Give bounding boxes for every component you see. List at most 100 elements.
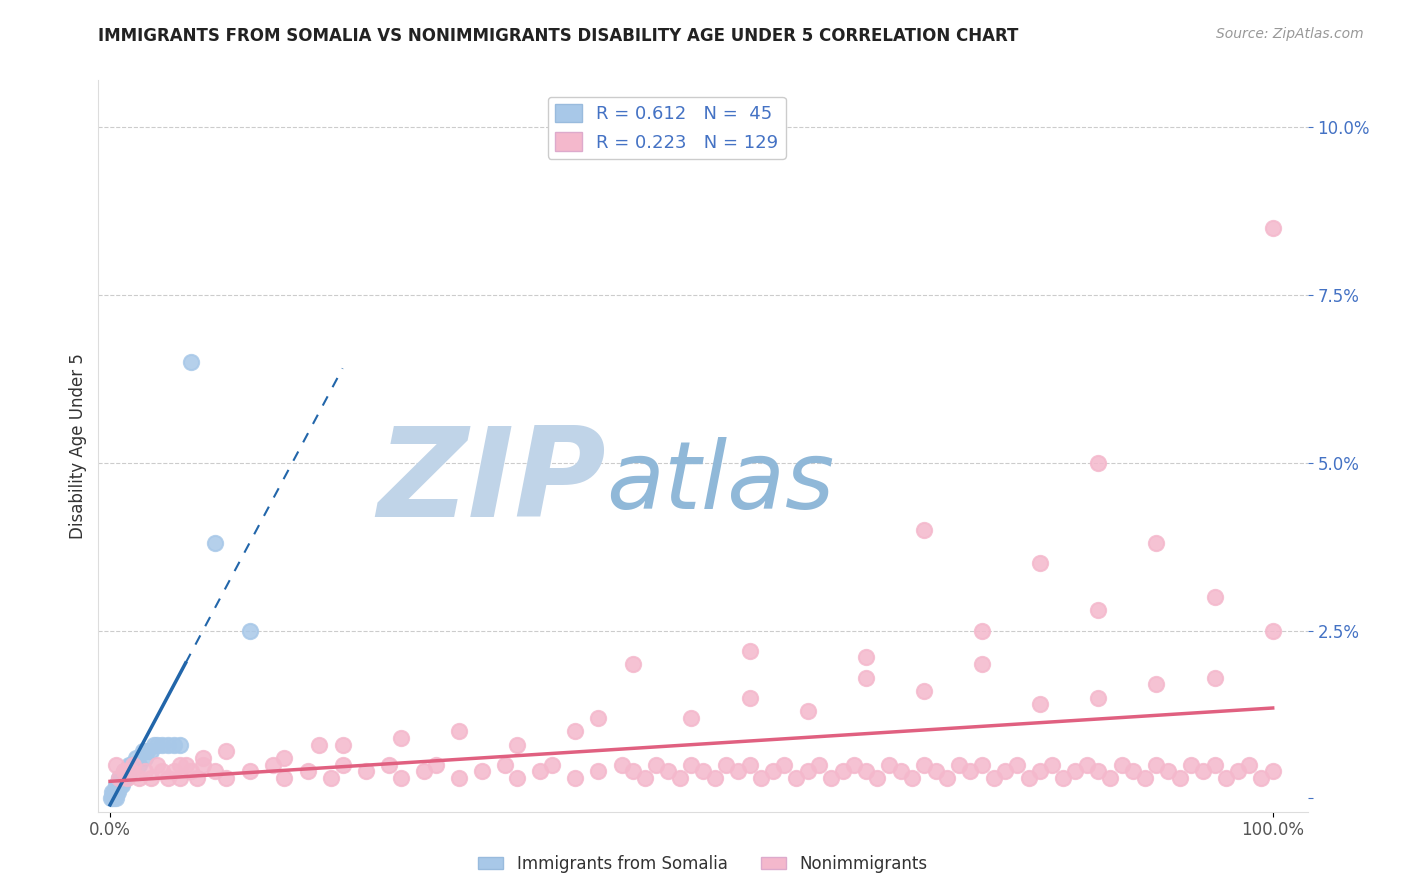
Point	[1180, 757, 1202, 772]
Point	[1122, 764, 1144, 779]
Point	[1204, 590, 1226, 604]
Point	[844, 757, 866, 772]
Point	[191, 757, 214, 772]
Point	[108, 771, 131, 785]
Point	[105, 784, 128, 798]
Point	[796, 764, 818, 779]
Point	[1157, 764, 1180, 779]
Point	[118, 757, 141, 772]
Point	[354, 764, 377, 779]
Point	[103, 784, 125, 798]
Point	[145, 738, 167, 752]
Point	[112, 771, 135, 785]
Point	[1087, 690, 1109, 705]
Point	[1204, 757, 1226, 772]
Point	[692, 764, 714, 779]
Point	[104, 778, 127, 792]
Point	[506, 738, 529, 752]
Point	[104, 791, 127, 805]
Point	[1133, 771, 1156, 785]
Point	[163, 764, 186, 779]
Point	[657, 764, 679, 779]
Point	[948, 757, 970, 772]
Point	[738, 757, 761, 772]
Point	[912, 684, 935, 698]
Point	[122, 757, 145, 772]
Point	[1192, 764, 1215, 779]
Point	[117, 771, 139, 785]
Point	[105, 778, 128, 792]
Point	[610, 757, 633, 772]
Point	[1261, 221, 1284, 235]
Point	[111, 771, 134, 785]
Point	[157, 738, 180, 752]
Point	[855, 764, 877, 779]
Point	[150, 738, 173, 752]
Point	[107, 784, 129, 798]
Point	[308, 738, 330, 752]
Point	[110, 778, 132, 792]
Point	[820, 771, 842, 785]
Point	[332, 757, 354, 772]
Point	[180, 764, 202, 779]
Point	[959, 764, 981, 779]
Point	[668, 771, 690, 785]
Point	[912, 523, 935, 537]
Point	[180, 355, 202, 369]
Point	[634, 771, 657, 785]
Point	[681, 711, 703, 725]
Point	[117, 764, 139, 779]
Point	[174, 757, 197, 772]
Point	[104, 784, 127, 798]
Point	[157, 771, 180, 785]
Point	[1261, 624, 1284, 638]
Point	[108, 778, 131, 792]
Point	[139, 744, 162, 758]
Point	[738, 690, 761, 705]
Point	[111, 778, 134, 792]
Point	[471, 764, 494, 779]
Point	[1029, 557, 1052, 571]
Point	[122, 757, 145, 772]
Point	[204, 764, 226, 779]
Point	[447, 724, 470, 739]
Point	[101, 784, 124, 798]
Point	[128, 757, 150, 772]
Point	[378, 757, 401, 772]
Point	[273, 751, 295, 765]
Point	[1144, 536, 1167, 550]
Point	[738, 643, 761, 657]
Point	[1018, 771, 1040, 785]
Point	[645, 757, 668, 772]
Point	[163, 738, 186, 752]
Point	[104, 784, 127, 798]
Point	[104, 757, 127, 772]
Point	[785, 771, 807, 785]
Point	[319, 771, 342, 785]
Text: ZIP: ZIP	[378, 422, 606, 543]
Point	[107, 778, 129, 792]
Point	[970, 624, 993, 638]
Point	[494, 757, 516, 772]
Point	[425, 757, 447, 772]
Point	[108, 771, 131, 785]
Point	[703, 771, 725, 785]
Point	[621, 657, 644, 671]
Point	[128, 771, 150, 785]
Point	[924, 764, 946, 779]
Point	[1040, 757, 1063, 772]
Point	[529, 764, 551, 779]
Point	[1261, 764, 1284, 779]
Point	[104, 784, 127, 798]
Point	[727, 764, 749, 779]
Point	[112, 764, 135, 779]
Point	[112, 764, 135, 779]
Point	[131, 744, 153, 758]
Point	[936, 771, 959, 785]
Point	[134, 751, 156, 765]
Point	[215, 744, 238, 758]
Point	[994, 764, 1017, 779]
Point	[877, 757, 900, 772]
Point	[762, 764, 785, 779]
Point	[273, 771, 295, 785]
